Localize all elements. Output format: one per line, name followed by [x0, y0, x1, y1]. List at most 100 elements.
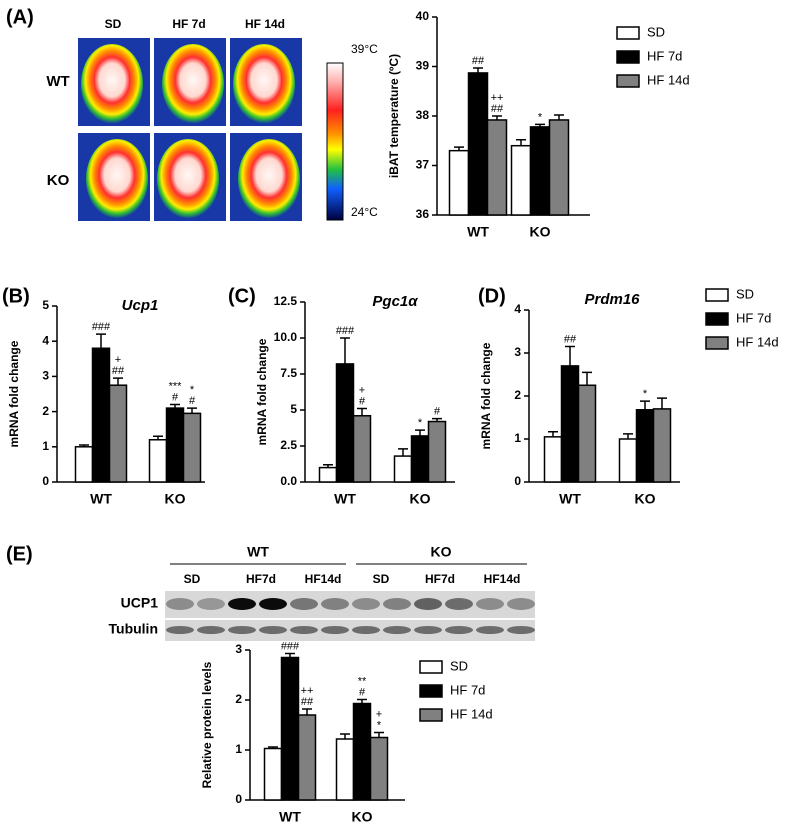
bar	[335, 363, 355, 483]
y-tick-label: 36	[416, 207, 430, 221]
y-tick-label: 2	[235, 692, 242, 706]
blot-band	[414, 626, 442, 634]
blot-band	[197, 626, 225, 634]
x-tick-label: WT	[279, 809, 301, 825]
legend-swatch	[616, 74, 640, 88]
y-tick-label: 0	[514, 474, 521, 488]
significance-label: ##	[301, 696, 314, 708]
y-tick-label: 37	[416, 158, 430, 172]
bar	[510, 144, 532, 216]
lane-label: HF7d	[425, 572, 455, 586]
y-tick-label: 40	[416, 9, 430, 23]
thermal-body	[233, 44, 295, 124]
y-tick-label: 12.5	[274, 294, 298, 308]
y-tick-label: 1	[42, 439, 49, 453]
significance-label: ###	[92, 321, 111, 333]
blot-row-label: Tubulin	[109, 621, 159, 637]
error-bar	[357, 407, 367, 416]
blot-band	[290, 626, 318, 634]
blot-band	[352, 626, 380, 634]
y-tick-label: 0	[42, 474, 49, 488]
group-label: WT	[247, 544, 269, 560]
x-tick-label: KO	[635, 491, 656, 507]
bar	[280, 656, 300, 801]
blot-row-label: UCP1	[121, 595, 159, 611]
legend-swatch	[419, 684, 443, 698]
bar	[427, 420, 447, 483]
bar	[165, 407, 185, 483]
blot-band	[259, 626, 287, 634]
significance-label: *	[190, 384, 195, 396]
x-tick-label: KO	[352, 809, 373, 825]
blot-band	[166, 598, 194, 610]
legend-label: HF 7d	[647, 48, 682, 63]
bar	[318, 466, 338, 483]
bar	[467, 72, 489, 216]
bar	[560, 365, 580, 483]
error-bar	[548, 430, 558, 437]
column-label: HF 14d	[245, 17, 285, 31]
significance-label: ###	[336, 325, 355, 337]
chart-title: Prdm16	[584, 291, 640, 308]
bar	[393, 455, 413, 483]
error-bar	[398, 448, 408, 457]
y-tick-label: 0	[235, 792, 242, 806]
error-bar	[340, 337, 350, 364]
legend-label: SD	[450, 658, 468, 673]
lane-label: HF7d	[246, 572, 276, 586]
x-tick-label: WT	[90, 491, 112, 507]
bar	[352, 415, 372, 483]
y-axis-title: iBAT temperature (ºC)	[387, 54, 401, 178]
legend-swatch	[705, 312, 729, 326]
y-axis-title: mRNA fold change	[479, 342, 493, 449]
blot-band	[507, 598, 535, 610]
significance-label: ##	[491, 103, 504, 115]
lane-label: SD	[184, 572, 201, 586]
blot-band	[383, 598, 411, 610]
y-axis-title: Relative protein levels	[200, 661, 214, 788]
blot-strip	[165, 591, 535, 618]
error-bar	[473, 67, 483, 73]
panel-label: (B)	[2, 285, 30, 307]
legend-swatch	[419, 708, 443, 722]
blot-band	[321, 626, 349, 634]
blot-band	[445, 626, 473, 634]
y-tick-label: 3	[235, 642, 242, 656]
y-tick-label: 3	[514, 345, 521, 359]
x-tick-label: KO	[530, 224, 551, 240]
significance-label: ##	[112, 365, 125, 377]
significance-label: +	[115, 354, 121, 366]
bar	[335, 738, 355, 801]
western-blot: WT KO SD HF7d HF14d SD HF7d HF14d UCP1 T…	[109, 544, 535, 641]
chart-title: Ucp1	[122, 297, 159, 314]
y-tick-label: 2.5	[280, 438, 297, 452]
thermal-body	[86, 139, 148, 219]
legend-label: HF 7d	[736, 310, 771, 325]
error-bar	[623, 433, 633, 439]
significance-label: *	[643, 388, 648, 400]
error-bar	[113, 377, 123, 386]
legend-label: HF 14d	[736, 334, 779, 349]
significance-label: +	[376, 708, 382, 720]
color-scale	[326, 62, 344, 221]
legend-label: HF 14d	[647, 72, 690, 87]
significance-label: #	[172, 391, 179, 403]
legend-label: SD	[647, 24, 665, 39]
legend-label: HF 14d	[450, 706, 493, 721]
blot-band	[383, 626, 411, 634]
x-tick-label: KO	[165, 491, 186, 507]
bar	[369, 736, 389, 801]
bar	[548, 119, 570, 216]
lane-label: SD	[373, 572, 390, 586]
blot-band	[445, 598, 473, 610]
bar	[529, 126, 551, 216]
y-tick-label: 2	[42, 404, 49, 418]
blot-band	[290, 598, 318, 610]
y-tick-label: 38	[416, 108, 430, 122]
bar	[352, 702, 372, 801]
thermal-body	[157, 139, 219, 219]
blot-band	[197, 598, 225, 610]
y-tick-label: 5	[290, 402, 297, 416]
thermal-images: SD HF 7d HF 14d WT KO 39°C 24°C	[46, 17, 378, 221]
significance-label: *	[377, 719, 382, 731]
